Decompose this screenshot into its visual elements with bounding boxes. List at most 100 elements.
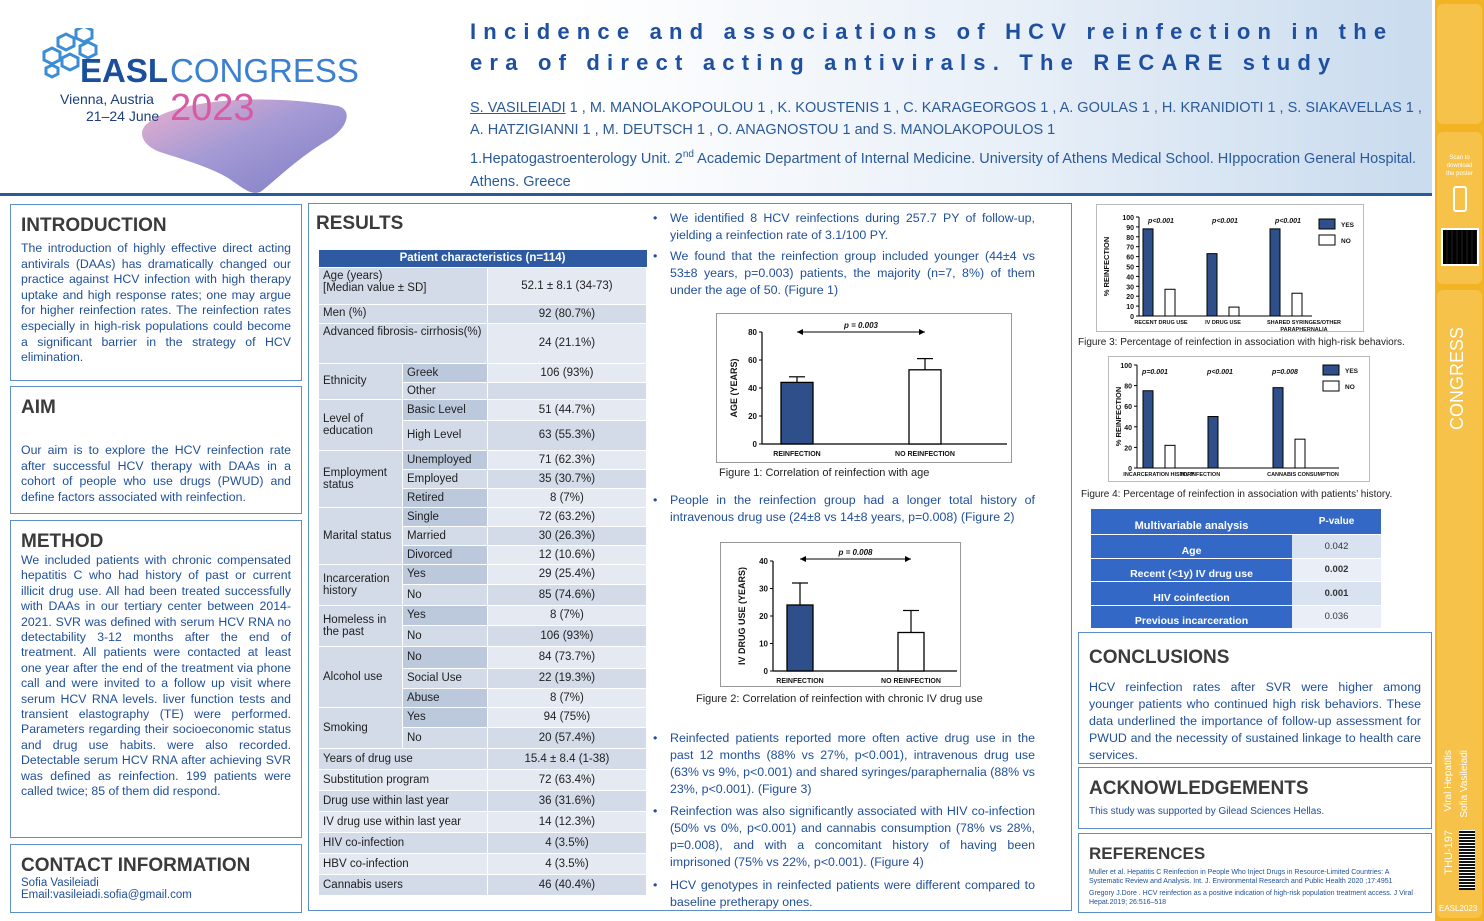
bar [780, 381, 814, 445]
presenting-author: S. VASILEIADI [470, 100, 566, 116]
legend-swatch [1322, 364, 1340, 376]
acknowledgements-section: ACKNOWLEDGEMENTS This study was supporte… [1078, 767, 1432, 829]
phone-icon [1452, 186, 1467, 212]
bar [1142, 228, 1154, 317]
table-cell-value: 46 (40.4%) [486, 873, 648, 896]
table-cell-value: 51 (44.7%) [486, 398, 648, 421]
figure-1-chart: 0 20 40 60 80 REINFECTION NO REINFECTION p = 0.… [729, 321, 1007, 458]
figure-1-caption: Figure 1: Correlation of reinfection wit… [719, 467, 930, 479]
table-cell-value: 92 (80.7%) [486, 303, 648, 324]
p-value-label: p<0.001 [1211, 218, 1238, 225]
group-sub-label: Retired [401, 487, 488, 508]
legend-swatch [1322, 380, 1340, 392]
mv-header-pvalue: P-value [1292, 509, 1381, 535]
group-label: Alcohol use [318, 645, 403, 708]
easl-congress-logo: EASL CONGRESS Vienna, Austria 21–24 June… [38, 24, 359, 198]
logo-year: 2023 [170, 87, 255, 129]
table-cell-value: 8 (7%) [486, 687, 648, 708]
figure-2: 0 10 20 30 40 REINFECTION NO REINFECTION p = 0.… [720, 542, 961, 687]
y-tick-label: 80 [1126, 235, 1134, 242]
logo-place: Vienna, Austria [60, 91, 154, 107]
table-cell-value: 20 (57.4%) [486, 726, 648, 749]
conclusions-text: HCV reinfection rates after SVR were hig… [1089, 680, 1421, 762]
poster-presentation-badge [1437, 4, 1482, 124]
contact-email[interactable]: Email:vasileiadi.sofia@gmail.com [21, 889, 192, 901]
category-label: INCARCERATION HISTORY [1123, 472, 1195, 478]
acknowledgements-text: This study was supported by Gilead Scien… [1089, 806, 1325, 817]
strip-logo: CONGRESS [1447, 326, 1467, 430]
category-label: IV DRUG USE [1205, 320, 1241, 326]
table-cell-value: 106 (93%) [486, 362, 648, 383]
introduction-section: INTRODUCTION The introduction of highly … [10, 204, 302, 381]
y-tick-label: 10 [1126, 304, 1134, 311]
y-tick-label: 20 [759, 612, 768, 621]
y-tick-label: 40 [748, 384, 757, 393]
legend-swatch [1318, 218, 1336, 230]
table-cell-value: 8 (7%) [486, 487, 648, 508]
table-row-label: Years of drug use [318, 747, 488, 770]
bullet-text: We found that the reinfection group incl… [670, 249, 1035, 297]
legend-label: YES [1341, 222, 1355, 229]
y-tick-label: 40 [1126, 274, 1134, 281]
y-tick-label: 40 [1124, 425, 1132, 432]
y-tick-label: 0 [1128, 466, 1132, 473]
affiliation-part-1: 1.Hepatogastroenterology Unit. 2 [470, 150, 683, 167]
table-cell-value: 94 (75%) [486, 706, 648, 728]
multivariable-table: Multivariable analysis P-value Age 0.042 Rec… [1091, 509, 1381, 629]
y-tick-label: 20 [1124, 445, 1132, 452]
bar [1207, 416, 1219, 469]
result-bullet: • People in the reinfection group had a l… [653, 492, 1035, 546]
group-sub-label: Single [401, 506, 488, 527]
y-axis-label: % REINFECTION [1114, 387, 1123, 447]
mv-row-pvalue: 0.036 [1292, 605, 1381, 629]
y-tick-label: 0 [1130, 314, 1134, 321]
aim-heading: AIM [21, 397, 56, 418]
reference-1: Muller et al. Hepatitis C Reinfection in… [1089, 869, 1393, 885]
y-tick-label: 20 [1126, 294, 1134, 301]
table-cell-value: 84 (73.7%) [486, 645, 648, 669]
y-tick-label: 80 [1124, 384, 1132, 391]
y-tick-label: 100 [1120, 363, 1132, 370]
category-label: SHARED SYRINGES/OTHER [1267, 320, 1341, 326]
references-section: REFERENCES Muller et al. Hepatitis C Rei… [1078, 833, 1432, 913]
table-row-label: Drug use within last year [318, 789, 488, 812]
conclusions-section: CONCLUSIONS HCV reinfection rates after … [1078, 632, 1432, 764]
bullet-icon: • [653, 878, 658, 892]
figure-2-caption: Figure 2: Correlation of reinfection wit… [696, 693, 983, 705]
bar [1294, 438, 1306, 469]
group-label: Homeless in the past [318, 604, 403, 647]
bar [1164, 444, 1176, 469]
figure-4-caption: Figure 4: Percentage of reinfection in a… [1081, 489, 1393, 500]
table-cell-value [486, 381, 648, 400]
category-label: PARAPHERNALIA [1280, 327, 1327, 333]
group-sub-label: No [401, 624, 488, 647]
qr-code[interactable] [1440, 228, 1479, 266]
session-box: CONGRESS Viral Hepatitis Sofia Vasileiad… [1437, 290, 1482, 918]
bullet-icon: • [653, 249, 658, 263]
right-strip: Scan to download the poster CONGRESS Vir… [1435, 0, 1484, 921]
scan-text: Scan to download the poster [1446, 155, 1473, 177]
table-cell-value: 8 (7%) [486, 604, 648, 626]
authors-line-2: A. HATZIGIANNI 1 , M. DEUTSCH 1 , O. ANA… [470, 122, 1056, 138]
strip-code: THU-197 [1443, 830, 1455, 875]
strip-footer: EASL2023 [1439, 904, 1478, 913]
category-label: NO REINFECTION [881, 678, 941, 685]
affiliation: 1.Hepatogastroenterology Unit. 2nd Acade… [470, 143, 1425, 194]
table-cell-value: 12 (10.6%) [486, 544, 648, 565]
contact-heading: CONTACT INFORMATION [21, 855, 251, 876]
figure-4: 0 20 40 60 80 100 p=0.001 INCARCERATION HISTORY… [1108, 356, 1370, 482]
y-tick-label: 0 [753, 440, 758, 449]
mv-row-pvalue: 0.002 [1292, 558, 1381, 582]
y-axis-label: IV DRUG USE (YEARS) [737, 567, 747, 665]
y-tick-label: 30 [759, 585, 768, 594]
group-sub-label: Social Use [401, 667, 488, 689]
table-row-label: Age (years) [Median value ± SD] [318, 266, 488, 305]
bullet-icon: • [653, 804, 658, 818]
y-tick-label: 50 [1126, 265, 1134, 272]
group-sub-label: Greek [401, 362, 488, 383]
references-heading: REFERENCES [1089, 844, 1206, 863]
y-tick-label: 80 [748, 328, 757, 337]
category-label: NO REINFECTION [895, 451, 955, 458]
table-row-label: Cannabis users [318, 873, 488, 896]
table-cell-value: 85 (74.6%) [486, 583, 648, 606]
